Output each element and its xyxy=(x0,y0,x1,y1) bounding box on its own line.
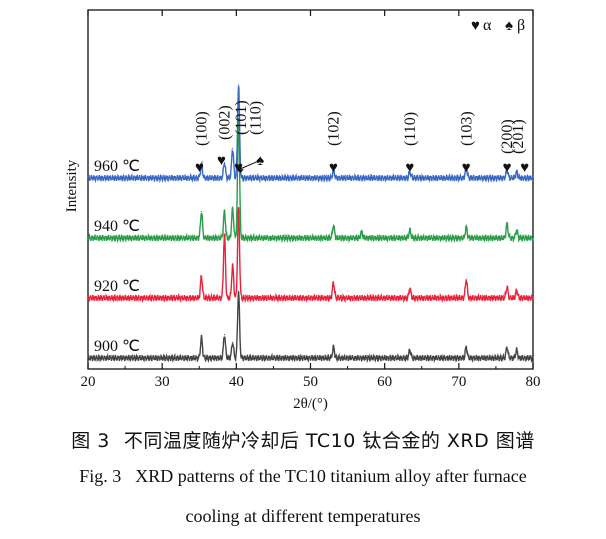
miller-index-label: (101) xyxy=(233,100,250,135)
x-tick-label: 50 xyxy=(303,374,318,390)
series-0: 900 ℃ xyxy=(87,290,534,364)
miller-index-label: (103) xyxy=(458,111,475,146)
plot-frame xyxy=(87,9,534,370)
x-tick-label: 60 xyxy=(377,374,392,390)
series-2: 940 ℃ xyxy=(87,114,534,244)
peak-point xyxy=(465,278,467,280)
peak-point xyxy=(332,169,335,171)
peak-point xyxy=(506,169,508,171)
miller-index-label: (200) xyxy=(499,119,516,154)
peak-point xyxy=(465,346,467,348)
caption-cn-label: 图 3 xyxy=(71,430,110,452)
series-line xyxy=(87,291,534,364)
alpha-marker: ♥ xyxy=(503,160,512,176)
alpha-marker: ♥ xyxy=(462,160,471,176)
peak-point xyxy=(223,334,226,336)
peak-point xyxy=(506,346,508,348)
series-label: 940 ℃ xyxy=(94,218,140,235)
miller-index-label: (110) xyxy=(402,112,419,146)
series-label: 920 ℃ xyxy=(94,278,140,295)
y-axis-label: Intensity xyxy=(64,159,80,212)
series-3: 960 ℃ xyxy=(87,84,534,184)
legend-symbol: ♥ xyxy=(471,18,480,34)
beta-arrow-head xyxy=(237,169,244,173)
peak-point xyxy=(361,231,363,233)
peak-point xyxy=(232,264,234,267)
caption-en-label: Fig. 3 xyxy=(79,466,122,486)
peak-point xyxy=(332,346,335,348)
x-tick-label: 70 xyxy=(451,374,466,390)
legend-symbol: ♠ xyxy=(505,18,513,34)
series-1: 920 ℃ xyxy=(87,207,534,304)
peak-point xyxy=(409,229,411,231)
caption-english-line1: Fig. 3 XRD patterns of the TC10 titanium … xyxy=(0,466,606,487)
legend-phase-label: α xyxy=(483,17,492,34)
series-label: 900 ℃ xyxy=(94,338,140,355)
beta-arrow-line xyxy=(237,160,259,171)
xrd-chart: 20 30 40 50 60 70 80 2θ/(°) Intensity 900 ℃ 920 ℃ 9… xyxy=(64,9,541,412)
peak-point xyxy=(200,211,203,213)
peak-point xyxy=(506,223,508,225)
peak-point xyxy=(223,211,226,213)
peak-point xyxy=(200,275,203,277)
peak-point xyxy=(237,207,240,209)
peak-point xyxy=(200,163,203,165)
peak-point xyxy=(200,337,203,339)
peak-point xyxy=(223,161,226,164)
peak-point xyxy=(237,290,240,292)
caption-en-text-2: cooling at different temperatures xyxy=(185,506,421,526)
caption-cn-text: 不同温度随炉冷却后 TC10 钛合金的 XRD 图谱 xyxy=(123,430,535,452)
alpha-marker: ♥ xyxy=(195,160,204,176)
legend-phase-label: β xyxy=(517,17,525,34)
peak-point xyxy=(516,289,518,291)
alpha-marker: ♥ xyxy=(520,160,529,176)
alpha-marker: ♥ xyxy=(405,160,414,176)
peak-point xyxy=(516,229,518,231)
peak-point xyxy=(465,226,467,228)
series-line xyxy=(87,85,534,184)
alpha-marker: ♥ xyxy=(329,160,338,176)
peak-point xyxy=(232,147,234,150)
beta-marker: ♠ xyxy=(256,153,264,169)
peak-point xyxy=(409,171,411,173)
x-tick-label: 80 xyxy=(526,374,541,390)
peak-point xyxy=(237,84,240,86)
peak-point xyxy=(409,349,411,351)
caption-english-line2: cooling at different temperatures xyxy=(0,506,606,527)
x-axis-label: 2θ/(°) xyxy=(293,396,328,412)
series-line xyxy=(87,118,534,244)
alpha-marker: ♥ xyxy=(217,153,226,169)
peak-point xyxy=(465,166,467,168)
peak-point xyxy=(506,286,508,288)
peak-point xyxy=(516,349,518,351)
peak-point xyxy=(232,207,234,210)
x-tick-label: 30 xyxy=(155,374,170,390)
miller-index-label: (100) xyxy=(193,111,210,146)
peak-point xyxy=(232,341,234,344)
caption-chinese: 图 3 不同温度随炉冷却后 TC10 钛合金的 XRD 图谱 xyxy=(0,426,606,453)
series-label: 960 ℃ xyxy=(94,158,140,175)
peak-point xyxy=(516,171,518,173)
alpha-marker: ♥ xyxy=(234,160,243,176)
x-tick-label: 40 xyxy=(229,374,244,390)
miller-index-label: (201) xyxy=(510,119,527,154)
x-tick-label: 20 xyxy=(81,374,96,390)
caption-en-text-1: XRD patterns of the TC10 titanium alloy … xyxy=(135,466,527,486)
miller-index-label: (102) xyxy=(325,111,342,146)
peak-point xyxy=(332,225,335,227)
miller-index-label: (110) xyxy=(248,101,265,135)
series-line xyxy=(87,207,534,304)
peak-point xyxy=(223,233,226,236)
miller-index-label: (002) xyxy=(216,105,233,140)
legend: ♥ α ♠ β xyxy=(471,17,525,34)
peak-point xyxy=(409,288,411,290)
peak-point xyxy=(332,281,335,284)
